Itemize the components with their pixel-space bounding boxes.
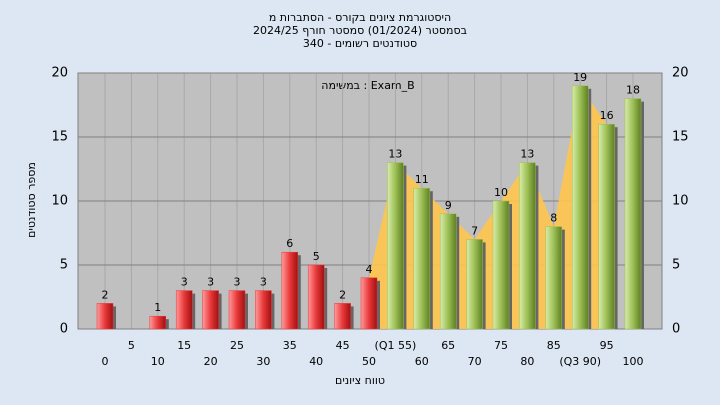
- y2-tick-label: 5: [672, 258, 680, 273]
- y-tick-label: 0: [60, 322, 68, 337]
- data-label: 16: [600, 109, 614, 122]
- x-tick-label: (Q3 90): [559, 355, 601, 368]
- x-tick-label: 50: [362, 355, 376, 368]
- x-tick-label: 75: [494, 339, 508, 352]
- x-tick-label: 65: [441, 339, 455, 352]
- bar: [624, 98, 642, 330]
- chart-subtitle: בסמסטר (01/2024) סמסטר חורף 2024/25: [253, 24, 467, 37]
- bar: [598, 123, 615, 330]
- data-label: 2: [339, 288, 346, 301]
- x-tick-label: 20: [204, 355, 218, 368]
- y2-tick-label: 10: [672, 194, 689, 209]
- data-label: 1: [154, 301, 161, 314]
- x-tick-label: (Q1 55): [375, 339, 417, 352]
- x-tick-label: 40: [309, 355, 323, 368]
- y2-tick-label: 15: [672, 130, 689, 145]
- x-tick-label: 15: [177, 339, 191, 352]
- data-label: 4: [366, 263, 373, 276]
- data-label: 8: [550, 212, 557, 225]
- x-tick-label: 85: [547, 339, 561, 352]
- y2-tick-label: 20: [672, 66, 689, 81]
- data-label: 3: [260, 276, 267, 289]
- bar: [360, 277, 378, 330]
- bar: [175, 290, 193, 330]
- bar: [202, 290, 219, 330]
- bar: [96, 303, 114, 330]
- bar: [571, 85, 589, 330]
- x-tick-label: 45: [336, 339, 350, 352]
- y-tick-label: 15: [51, 130, 68, 145]
- data-label: 13: [388, 148, 402, 161]
- x-tick-label: 100: [623, 355, 644, 368]
- x-tick-label: 35: [283, 339, 297, 352]
- bar: [413, 187, 431, 330]
- bar: [255, 290, 272, 330]
- y-axis-label: מספר סטודנטים: [25, 162, 38, 238]
- data-label: 6: [286, 237, 293, 250]
- y2-tick-label: 0: [672, 322, 680, 337]
- bar: [387, 162, 404, 330]
- x-axis-label: טווח ציונים: [335, 374, 385, 387]
- x-tick-label: 80: [520, 355, 534, 368]
- bar: [281, 251, 299, 330]
- y-tick-label: 20: [51, 66, 68, 81]
- bar: [334, 303, 351, 330]
- data-label: 3: [234, 276, 241, 289]
- data-label: 13: [520, 148, 534, 161]
- x-tick-label: 70: [468, 355, 482, 368]
- data-label: 2: [102, 288, 109, 301]
- x-tick-label: 25: [230, 339, 244, 352]
- bar: [439, 213, 457, 330]
- bar: [149, 315, 167, 330]
- annotation: במשימה : Exam_B: [321, 79, 414, 92]
- chart-title: היסטוגרמת ציונים בקורס - הסתברות מ: [269, 11, 451, 24]
- bar: [492, 200, 510, 330]
- bar: [307, 264, 325, 330]
- bar: [545, 226, 563, 330]
- data-label: 19: [573, 71, 587, 84]
- x-tick-label: 30: [256, 355, 270, 368]
- y-tick-label: 5: [60, 258, 68, 273]
- data-label: 9: [445, 199, 452, 212]
- data-label: 5: [313, 250, 320, 263]
- data-label: 7: [471, 224, 478, 237]
- data-label: 11: [415, 173, 429, 186]
- chart-subtitle: סטודנטים רשומים - 340: [303, 37, 417, 50]
- data-label: 3: [207, 276, 214, 289]
- x-tick-label: 0: [102, 355, 109, 368]
- x-tick-label: 5: [128, 339, 135, 352]
- data-label: 10: [494, 186, 508, 199]
- bar: [228, 290, 246, 330]
- x-tick-label: 10: [151, 355, 165, 368]
- bar: [519, 162, 536, 330]
- x-tick-label: 60: [415, 355, 429, 368]
- data-label: 18: [626, 84, 640, 97]
- x-tick-label: 95: [600, 339, 614, 352]
- data-label: 3: [181, 276, 188, 289]
- y-tick-label: 10: [51, 194, 68, 209]
- bar: [466, 239, 483, 330]
